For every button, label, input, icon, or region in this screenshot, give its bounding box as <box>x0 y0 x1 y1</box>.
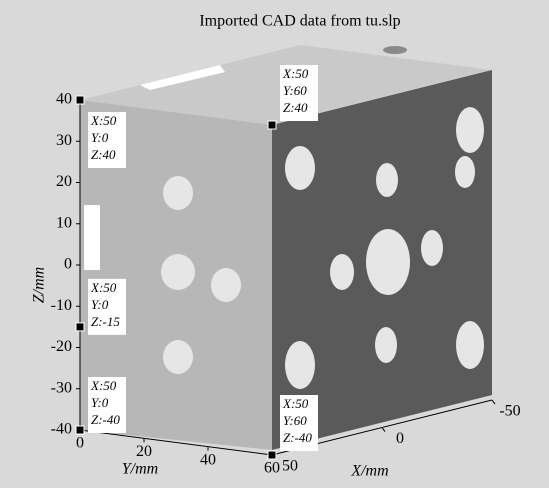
y-axis-label: Y/mm <box>122 461 158 478</box>
hole <box>285 341 315 389</box>
z-tick-label: -10 <box>51 297 72 314</box>
data-tip-text: Y:0 <box>91 395 109 410</box>
point-marker <box>75 95 85 105</box>
data-tip-box <box>88 377 126 433</box>
hole <box>163 340 193 374</box>
hole <box>376 163 398 197</box>
edge-highlight <box>84 205 100 270</box>
hole <box>330 254 354 290</box>
data-tip-text: Z:40 <box>91 147 116 162</box>
y-tick-label: 60 <box>264 460 280 477</box>
hole <box>161 254 195 290</box>
x-tick-label: 0 <box>396 430 404 447</box>
data-tip-text: X:50 <box>282 66 309 81</box>
hole <box>163 176 193 210</box>
point-marker <box>75 425 85 435</box>
chart-title: Imported CAD data from tu.slp <box>199 13 400 30</box>
hole <box>456 107 484 153</box>
z-tick-label: -30 <box>51 379 72 396</box>
data-tip-text: Z:-40 <box>283 430 312 445</box>
z-tick-label: -40 <box>51 421 72 438</box>
data-tip-text: Y:60 <box>283 413 307 428</box>
data-tip-text: X:50 <box>90 280 117 295</box>
x-tick <box>491 399 496 405</box>
holes <box>161 46 484 389</box>
z-axis-label: Z/mm <box>31 267 48 303</box>
data-tip-text: X:50 <box>90 113 117 128</box>
point-marker <box>267 450 277 460</box>
data-tip-text: Y:0 <box>91 297 109 312</box>
y-axis <box>79 429 273 456</box>
x-axis-label: X/mm <box>350 463 388 480</box>
top-highlight <box>140 65 225 90</box>
data-tip-text: X:50 <box>282 396 309 411</box>
point-marker <box>267 120 277 130</box>
data-tip-box <box>280 395 318 452</box>
data-tip-text: Z:-40 <box>91 412 120 427</box>
z-tick-label: 0 <box>64 256 72 273</box>
data-tip-text: Z:-15 <box>91 314 120 329</box>
x-tick-label: -50 <box>499 403 520 420</box>
data-tip-text: Z:40 <box>283 100 308 115</box>
z-tick-label: 40 <box>56 91 72 108</box>
hole <box>366 229 410 295</box>
top-hole <box>383 46 407 54</box>
data-tip-text: Y:0 <box>91 130 109 145</box>
z-tick-label: 10 <box>56 214 72 231</box>
hole <box>211 268 241 302</box>
data-tip-text: Y:60 <box>283 83 307 98</box>
hole <box>375 327 397 363</box>
y-tick-label: 20 <box>136 443 152 460</box>
data-tip-box <box>280 65 318 122</box>
data-tip-box <box>88 278 126 335</box>
y-tick-label: 40 <box>200 451 216 468</box>
data-tip-text: X:50 <box>90 378 117 393</box>
hole <box>421 230 443 266</box>
x-tick <box>381 427 386 432</box>
x-tick-label: 50 <box>282 458 298 475</box>
point-marker <box>75 322 85 332</box>
hole <box>285 146 315 190</box>
hole <box>456 321 484 369</box>
z-tick-label: -20 <box>51 338 72 355</box>
z-tick-label: 30 <box>56 132 72 149</box>
z-tick-label: 20 <box>56 173 72 190</box>
data-tip-box <box>88 112 126 168</box>
y-tick-label: 0 <box>76 435 84 452</box>
hole <box>455 156 475 188</box>
